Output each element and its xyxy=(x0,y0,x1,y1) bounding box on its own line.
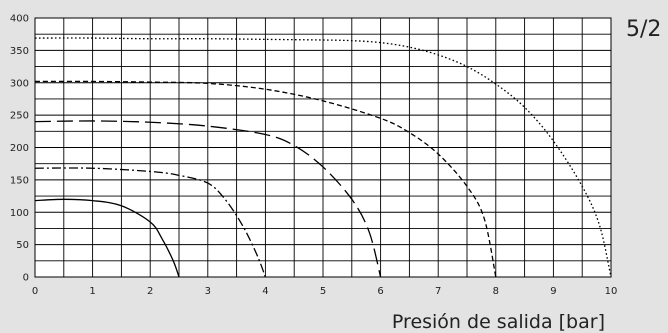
x-tick-label: 7 xyxy=(435,286,441,297)
y-tick-label: 50 xyxy=(16,240,29,251)
plot-border xyxy=(34,17,612,278)
y-axis-ticks: 0 50 100 150 200 250 300 350 400 xyxy=(10,14,29,284)
y-tick-label: 250 xyxy=(10,111,29,122)
x-tick-label: 6 xyxy=(377,286,383,297)
x-tick-label: 4 xyxy=(262,286,268,297)
y-tick-label: 300 xyxy=(10,78,29,89)
series-line-long-dash xyxy=(34,120,382,278)
y-tick-label: 150 xyxy=(10,175,29,186)
x-tick-label: 5 xyxy=(320,286,326,297)
y-tick-label: 100 xyxy=(10,208,29,219)
y-tick-label: 200 xyxy=(10,143,29,154)
grid xyxy=(34,17,612,278)
y-tick-label: 0 xyxy=(23,273,29,284)
x-tick-label: 0 xyxy=(32,286,38,297)
series-line-dash-dot xyxy=(34,167,267,278)
x-tick-label: 10 xyxy=(605,286,618,297)
x-axis-ticks: 0 1 2 3 4 5 6 7 8 9 10 xyxy=(32,286,618,297)
series-line-dotted xyxy=(34,37,612,278)
series-line-short-dash xyxy=(34,80,497,278)
series-line-solid xyxy=(34,198,180,278)
x-tick-label: 1 xyxy=(89,286,95,297)
y-tick-label: 400 xyxy=(10,14,29,25)
y-tick-label: 350 xyxy=(10,46,29,57)
series-group xyxy=(34,37,612,278)
x-tick-label: 9 xyxy=(550,286,556,297)
x-tick-label: 3 xyxy=(205,286,211,297)
x-tick-label: 8 xyxy=(493,286,499,297)
x-tick-label: 2 xyxy=(147,286,153,297)
model-badge: 5/2 xyxy=(626,17,661,42)
x-axis-label: Presión de salida [bar] xyxy=(392,311,605,333)
